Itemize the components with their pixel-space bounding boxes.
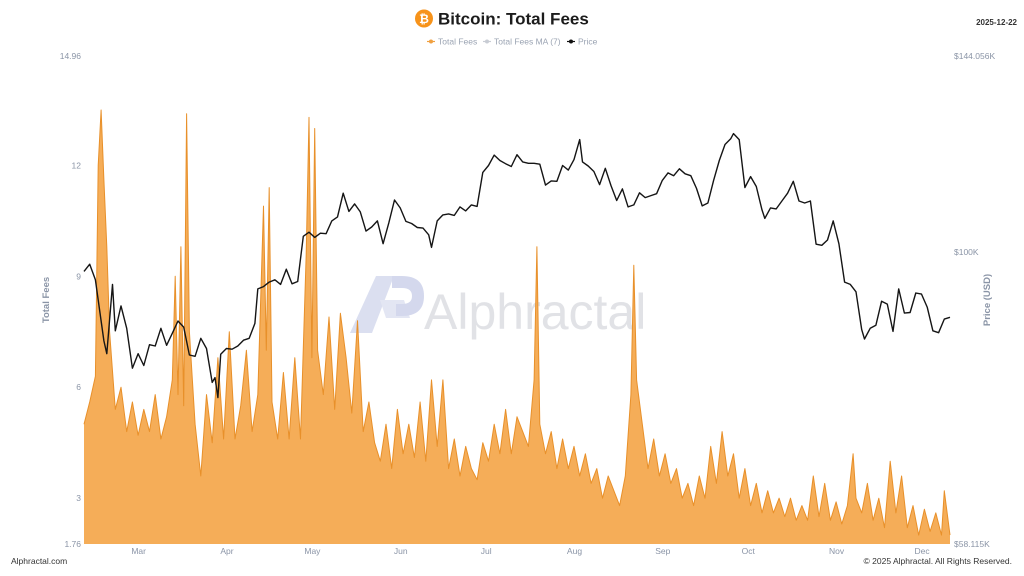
chart-title: Bitcoin: Total Fees [438,10,589,29]
x-tick-label: Jun [394,546,408,556]
legend-marker-total-fees-ma [485,39,489,44]
y2-tick-label: $58.115K [954,539,990,549]
x-tick-label: Jul [481,546,492,556]
y-axis-right: $58.115K $100K $144.056K [954,51,995,549]
x-tick-label: Apr [220,546,233,556]
x-tick-label: Aug [567,546,582,556]
series-layer [83,109,951,544]
x-tick-label: Nov [829,546,845,556]
x-axis: Mar Apr May Jun Jul Aug Sep Oct Nov Dec [131,546,930,556]
x-tick-label: Mar [131,546,146,556]
footer-copyright: © 2025 Alphractal. All Rights Reserved. [864,556,1012,566]
watermark: Alphractal [350,276,646,340]
y-tick-label: 12 [72,160,82,170]
legend-label-total-fees: Total Fees [438,37,477,47]
bitcoin-icon-glyph: ₿ [419,12,429,26]
y-axis-title-left: Total Fees [41,277,52,323]
y-axis-left: 1.76 3 6 9 12 14.96 [60,51,82,549]
watermark-logo-icon [350,276,424,333]
y2-tick-label: $144.056K [954,51,995,61]
legend-label-price: Price [578,37,598,47]
legend-item-total-fees[interactable]: Total Fees [427,37,477,47]
legend-marker-total-fees [429,39,433,44]
chart-legend: Total Fees Total Fees MA (7) Price [427,37,598,47]
legend-label-total-fees-ma: Total Fees MA (7) [494,37,561,47]
y-tick-label: 1.76 [64,539,81,549]
legend-item-price[interactable]: Price [567,37,598,47]
y-tick-label: 14.96 [60,51,82,61]
y-tick-label: 6 [76,382,81,392]
y2-tick-label: $100K [954,247,979,257]
x-tick-label: May [304,546,321,556]
footer-site[interactable]: Alphractal.com [11,556,67,566]
legend-item-total-fees-ma[interactable]: Total Fees MA (7) [483,37,561,47]
bitcoin-icon [415,9,433,28]
chart-header: ₿ Bitcoin: Total Fees 2025-12-22 [415,9,1018,29]
y-tick-label: 9 [76,271,81,281]
series-total-fees-line [83,109,951,536]
legend-marker-price [569,39,573,44]
series-price-line [83,132,951,399]
x-tick-label: Sep [655,546,670,556]
y-tick-label: 3 [76,493,81,503]
x-tick-label: Oct [742,546,756,556]
y-axis-title-right: Price (USD) [982,274,993,326]
series-total-fees-area [84,110,950,544]
date-stamp: 2025-12-22 [976,18,1017,27]
x-tick-label: Dec [914,546,930,556]
